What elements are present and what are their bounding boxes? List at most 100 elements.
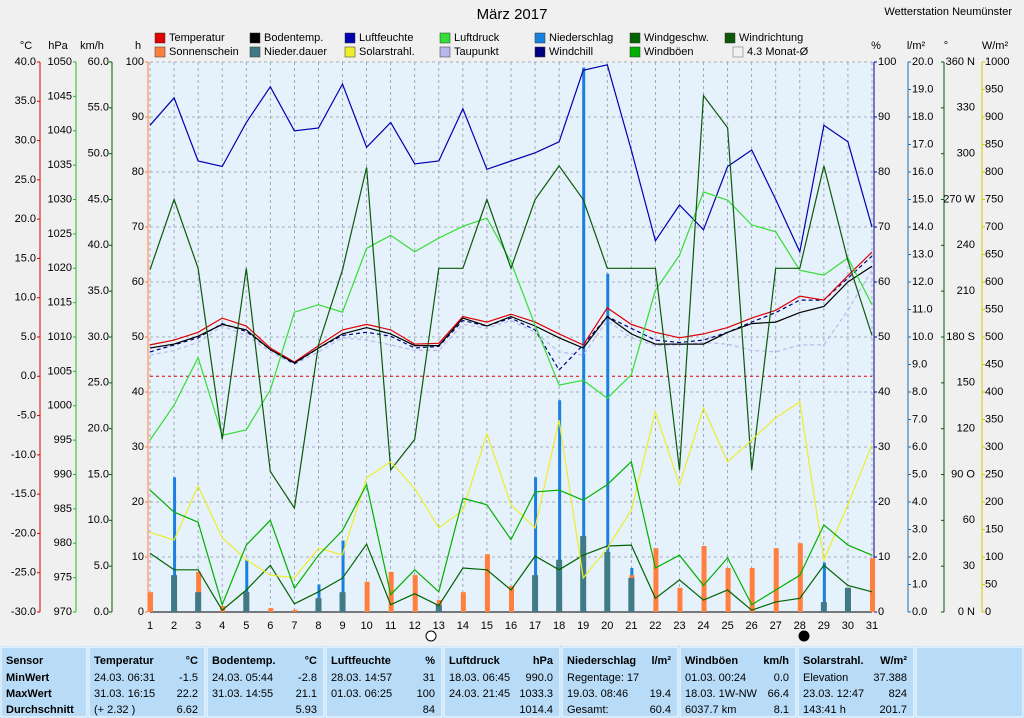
table-cell-left: 143:41 h <box>803 704 846 716</box>
tick-label: 300 <box>985 441 1003 453</box>
tick-label: 990 <box>54 468 72 480</box>
tick-label: 200 <box>985 496 1003 508</box>
tick-label: 150 <box>957 377 975 389</box>
axis-unit: hPa <box>48 40 68 52</box>
tick-label: 60 <box>963 514 975 526</box>
table-cell-left: 18.03. 06:45 <box>449 672 510 684</box>
legend-label: Luftdruck <box>454 32 500 44</box>
bar <box>268 608 274 612</box>
x-tick-label: 27 <box>770 620 782 632</box>
bar <box>315 598 322 612</box>
tick-label: 25.0 <box>88 377 109 389</box>
tick-label: 40.0 <box>15 56 36 68</box>
legend-label: Bodentemp. <box>264 32 323 44</box>
table-cell <box>915 646 1024 718</box>
table-header: Windböen <box>685 655 738 667</box>
tick-label: 40.0 <box>88 239 109 251</box>
bar <box>628 577 635 612</box>
table-cell-value: 84 <box>423 704 435 716</box>
tick-label: 1020 <box>48 262 72 274</box>
table-cell-value: 201.7 <box>879 704 907 716</box>
tick-label: 5.0 <box>21 331 36 343</box>
table-cell-left: 31.03. 16:15 <box>94 688 155 700</box>
bar <box>870 558 875 612</box>
x-tick-label: 10 <box>360 620 372 632</box>
legend-swatch <box>249 32 261 44</box>
legend-label: Niederschlag <box>549 32 613 44</box>
tick-label: 30 <box>963 560 975 572</box>
tick-label: 5.0 <box>912 468 927 480</box>
tick-label: 45.0 <box>88 193 109 205</box>
table-header: Luftfeuchte <box>331 655 391 667</box>
table-cell-value: 0.0 <box>774 672 789 684</box>
series-line <box>149 251 873 363</box>
table-cell-value: 824 <box>889 688 907 700</box>
legend-swatch <box>534 32 546 44</box>
tick-label: -5.0 <box>17 409 36 421</box>
table-cell <box>679 646 797 718</box>
tick-label: 950 <box>985 83 1003 95</box>
tick-label: 500 <box>985 331 1003 343</box>
legend-label: Sonnenschein <box>169 46 239 58</box>
legend-swatch <box>629 32 641 44</box>
tick-label: 80 <box>878 166 890 178</box>
tick-label: 10.0 <box>15 292 36 304</box>
tick-label: 20 <box>132 496 144 508</box>
x-tick-label: 14 <box>457 620 469 632</box>
bar <box>148 592 153 612</box>
table-cell <box>325 646 443 718</box>
x-tick-label: 31 <box>866 620 878 632</box>
table-cell-value: 19.4 <box>650 688 671 700</box>
legend-label: Windböen <box>644 46 694 58</box>
tick-label: 1035 <box>48 159 72 171</box>
table-cell-left: Regentage: 17 <box>567 672 639 684</box>
x-tick-label: 22 <box>649 620 661 632</box>
tick-label: 600 <box>985 276 1003 288</box>
tick-label: 8.0 <box>912 386 927 398</box>
bar <box>196 571 202 612</box>
tick-label: 0.0 <box>94 606 109 618</box>
bar <box>558 400 562 612</box>
tick-label: 1045 <box>48 90 72 102</box>
tick-label: 250 <box>985 468 1003 480</box>
tick-label: 1025 <box>48 228 72 240</box>
tick-label: 3.0 <box>912 523 927 535</box>
table-cell-left: Gesamt: <box>567 704 609 716</box>
x-tick-label: 9 <box>339 620 345 632</box>
table-unit: °C <box>305 655 317 667</box>
series-line <box>149 191 873 441</box>
legend-label: Windchill <box>549 46 593 58</box>
tick-label: 70 <box>132 221 144 233</box>
tick-label: 60.0 <box>88 56 109 68</box>
axis-unit: ° <box>944 40 948 52</box>
tick-label: 550 <box>985 303 1003 315</box>
x-tick-label: 11 <box>385 620 396 632</box>
table-cell-left: 24.03. 21:45 <box>449 688 510 700</box>
legend-label: Windgeschw. <box>644 32 709 44</box>
tick-label: 4.0 <box>912 496 927 508</box>
table-header: Sensor <box>6 655 44 667</box>
bar <box>220 605 226 612</box>
bar <box>339 592 346 612</box>
station-name: Wetterstation Neumünster <box>884 6 1012 18</box>
axis-unit: W/m² <box>982 40 1009 52</box>
tick-label: 1.0 <box>912 578 927 590</box>
legend-label: Temperatur <box>169 32 225 44</box>
tick-label: 17.0 <box>912 138 933 150</box>
legend-swatch <box>439 32 451 44</box>
x-tick-label: 2 <box>171 620 177 632</box>
tick-label: 1005 <box>48 365 72 377</box>
axis-unit: % <box>871 40 881 52</box>
tick-label: 350 <box>985 413 1003 425</box>
tick-label: 700 <box>985 221 1003 233</box>
table-cell-left: 23.03. 12:47 <box>803 688 864 700</box>
x-tick-label: 7 <box>291 620 297 632</box>
tick-label: 12.0 <box>912 276 933 288</box>
bar <box>245 559 249 612</box>
tick-label: 120 <box>957 423 975 435</box>
axis-unit: km/h <box>80 40 104 52</box>
tick-label: 15.0 <box>912 193 933 205</box>
tick-label: 5.0 <box>94 560 109 572</box>
legend-label-disabled: 4.3 Monat-Ø <box>747 46 809 58</box>
tick-label: 100 <box>878 56 896 68</box>
